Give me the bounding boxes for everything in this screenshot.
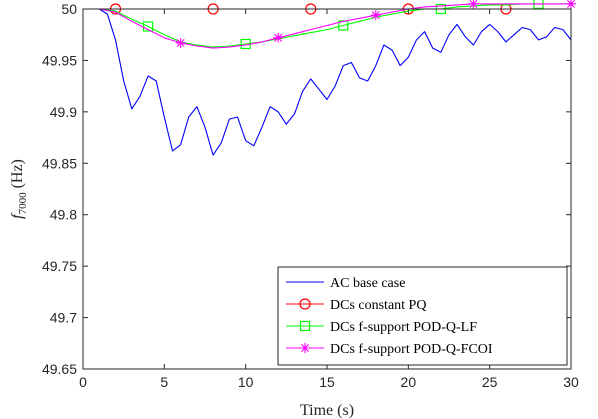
- data-point: [566, 0, 576, 9]
- legend-item-dcs-f-support-pod-q-fcoi: DCs f-support POD-Q-FCOI: [286, 342, 493, 357]
- legend-marker: [300, 343, 310, 353]
- legend-label: DCs f-support POD-Q-LF: [330, 320, 477, 335]
- x-tick-label: 15: [319, 374, 335, 390]
- legend-label: AC base case: [330, 276, 405, 291]
- data-point: [142, 21, 154, 32]
- series-line-ac-base-case: [83, 8, 572, 156]
- y-axis-label-base: f: [9, 212, 26, 219]
- legend-item-ac-base-case: AC base case: [286, 276, 405, 291]
- y-tick-label: 49.85: [42, 155, 77, 171]
- x-tick-label: 5: [160, 374, 168, 390]
- legend-label: DCs constant PQ: [330, 298, 426, 313]
- x-tick-label: 25: [482, 374, 498, 390]
- data-point: [370, 10, 381, 21]
- legend-marker: [299, 320, 311, 332]
- y-axis-label-subscript: 7000: [17, 192, 29, 215]
- data-point: [468, 0, 479, 9]
- y-axis-label: f7000 (Hz): [9, 159, 29, 219]
- data-point: [273, 32, 284, 43]
- x-tick-label: 20: [401, 374, 417, 390]
- y-tick-label: 49.9: [50, 104, 77, 120]
- y-axis-label-unit: (Hz): [9, 159, 26, 192]
- y-tick-label: 49.7: [50, 310, 77, 326]
- series-dcs-f-support-pod-q-fcoi: [83, 0, 576, 49]
- legend-box: [277, 266, 568, 366]
- y-tick-label: 49.95: [42, 52, 77, 68]
- y-tick-label: 49.75: [42, 258, 77, 274]
- y-tick-label: 49.8: [50, 207, 77, 223]
- legend-marker: [299, 298, 311, 310]
- axes-layer: 0 5 10 15 20 25 30 49.65 49.7 49.75 49.8 49.85 49.9 4…: [42, 1, 579, 390]
- y-tick-label: 50: [61, 1, 77, 17]
- x-axis-label: Time (s): [300, 402, 354, 419]
- x-tick-label: 0: [79, 374, 87, 390]
- x-tick-label: 30: [563, 374, 579, 390]
- series-line-dcs-f-support-pod-q-fcoi: [83, 3, 571, 49]
- x-tick-label: 10: [238, 374, 254, 390]
- series-ac-base-case: [83, 8, 572, 156]
- legend: AC base case DCs constant PQ DCs f-support…: [277, 266, 568, 366]
- legend-item-dcs-constant-pq: DCs constant PQ: [286, 298, 426, 313]
- data-point: [175, 37, 186, 48]
- legend-item-dcs-f-support-pod-q-lf: DCs f-support POD-Q-LF: [286, 320, 477, 335]
- legend-label: DCs f-support POD-Q-FCOI: [330, 342, 493, 357]
- series-line-dcs-f-support-pod-q-lf: [83, 3, 571, 48]
- y-tick-label: 49.65: [42, 361, 77, 377]
